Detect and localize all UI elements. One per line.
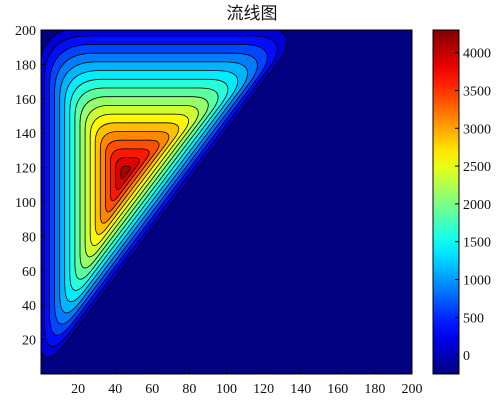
- colorbar-tick-label: 500: [463, 311, 484, 326]
- y-tick-label: 160: [15, 93, 36, 108]
- colorbar-tick-label: 4000: [463, 47, 491, 62]
- x-tick-label: 120: [253, 382, 274, 397]
- x-axis: 20 40 60 80 100 120 140 160 180 200: [71, 370, 423, 397]
- x-tick-label: 40: [108, 382, 122, 397]
- colorbar-tick-label: 3000: [463, 122, 491, 137]
- x-tick-label: 80: [182, 382, 196, 397]
- y-tick-label: 40: [22, 299, 36, 314]
- colorbar: 0 500 1000 1500 2000 2500 3000 3500 4000: [432, 29, 491, 375]
- y-axis: 20 40 60 80 100 120 140 160 180 200: [15, 24, 45, 349]
- chart-title: 流线图: [227, 4, 278, 23]
- colorbar-tick-label: 2000: [463, 198, 491, 213]
- y-tick-label: 200: [15, 24, 36, 39]
- x-tick-label: 180: [364, 382, 385, 397]
- colorbar-tick-label: 0: [463, 349, 470, 364]
- y-tick-label: 80: [22, 230, 36, 245]
- x-tick-label: 60: [145, 382, 159, 397]
- y-tick-label: 140: [15, 127, 36, 142]
- x-tick-label: 160: [327, 382, 348, 397]
- y-tick-label: 20: [22, 334, 36, 349]
- y-tick-label: 60: [22, 265, 36, 280]
- colorbar-gradient: [432, 29, 460, 375]
- colorbar-tick-label: 1000: [463, 273, 491, 288]
- y-tick-label: 100: [15, 196, 36, 211]
- contour-level: [120, 165, 131, 180]
- y-tick-label: 180: [15, 58, 36, 73]
- x-tick-label: 20: [71, 382, 85, 397]
- colorbar-tick-label: 3500: [463, 84, 491, 99]
- x-tick-label: 140: [290, 382, 311, 397]
- colorbar-tick-label: 2500: [463, 160, 491, 175]
- plot-area: [40, 29, 413, 375]
- x-tick-label: 200: [402, 382, 423, 397]
- x-tick-label: 100: [216, 382, 237, 397]
- y-tick-label: 120: [15, 162, 36, 177]
- colorbar-tick-label: 1500: [463, 236, 491, 251]
